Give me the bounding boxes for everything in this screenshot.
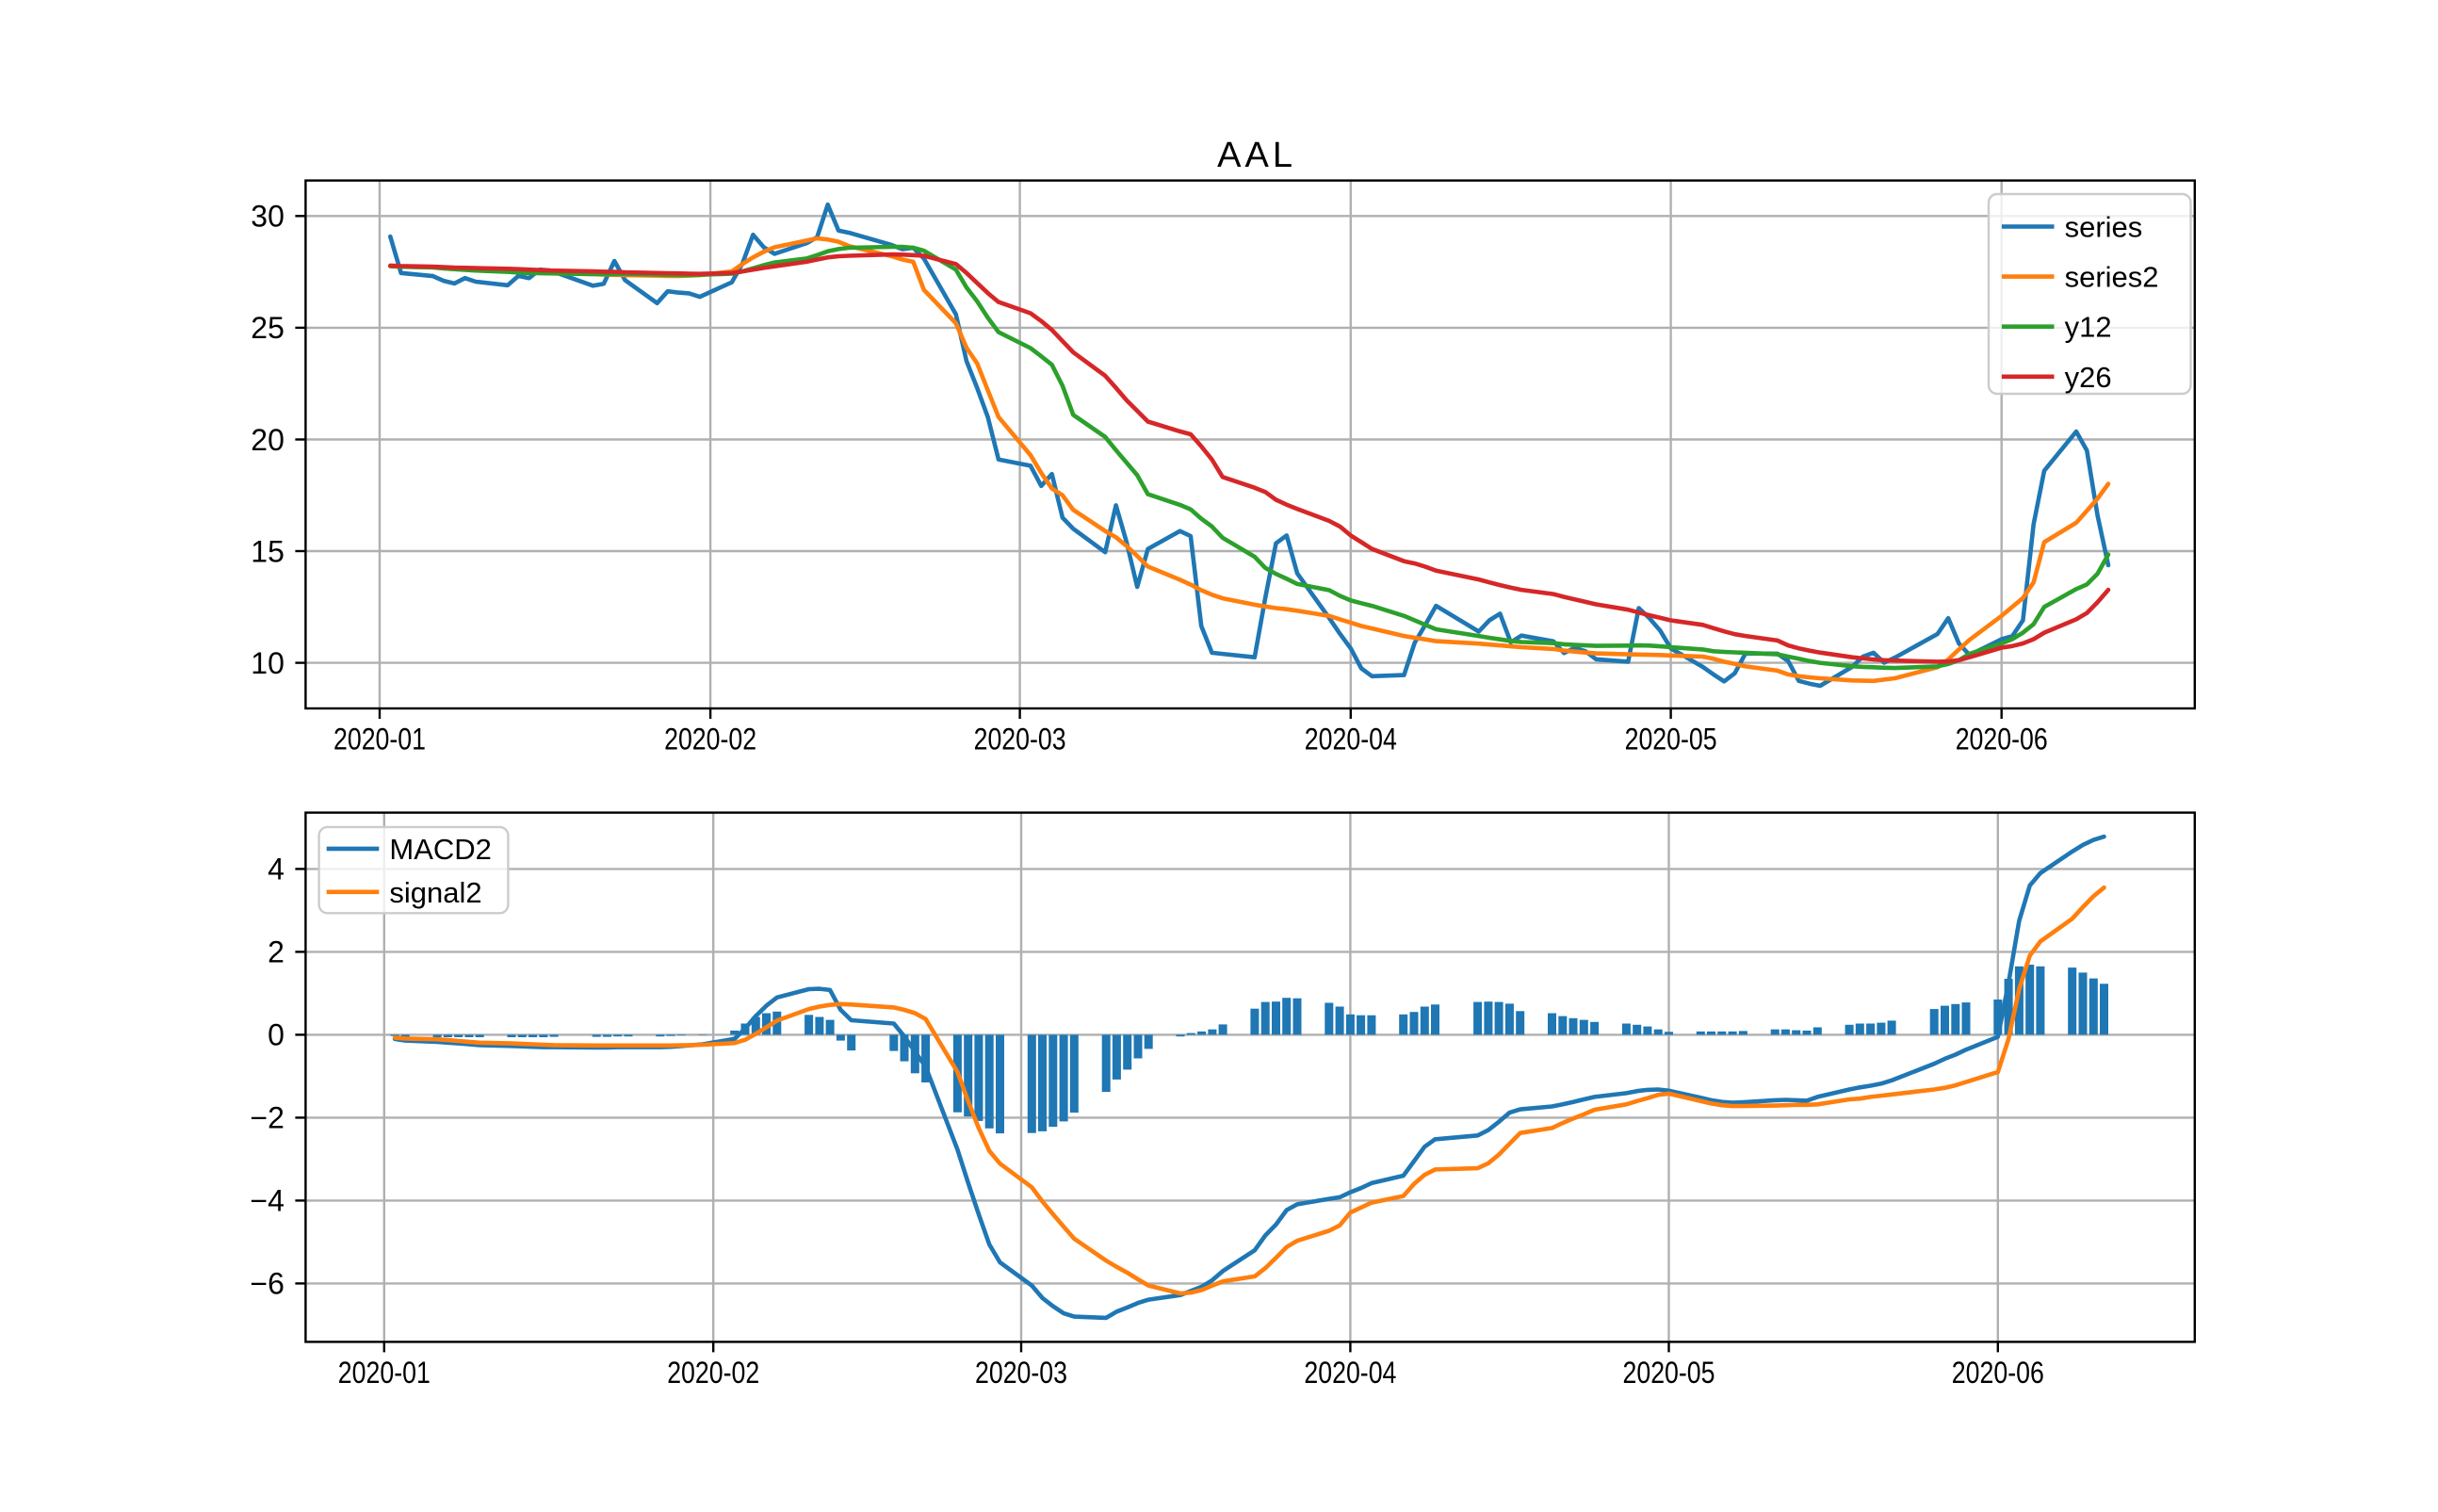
svg-text:−2: −2 [250, 1101, 284, 1135]
svg-text:2020-01: 2020-01 [338, 1356, 431, 1390]
svg-text:y26: y26 [2065, 361, 2112, 394]
svg-text:2020-03: 2020-03 [975, 1356, 1067, 1390]
svg-text:−6: −6 [250, 1267, 284, 1301]
svg-text:series: series [2065, 211, 2143, 244]
svg-text:2020-06: 2020-06 [1952, 1356, 2044, 1390]
svg-text:2020-04: 2020-04 [1305, 723, 1397, 756]
svg-text:2020-02: 2020-02 [664, 723, 756, 756]
svg-text:2020-04: 2020-04 [1304, 1356, 1396, 1390]
svg-text:y12: y12 [2065, 311, 2112, 344]
svg-text:2020-03: 2020-03 [974, 723, 1066, 756]
svg-text:AAL: AAL [1217, 136, 1296, 175]
svg-text:2020-05: 2020-05 [1623, 1356, 1715, 1390]
svg-text:2020-01: 2020-01 [333, 723, 426, 756]
svg-text:4: 4 [268, 853, 284, 886]
svg-text:30: 30 [251, 200, 284, 234]
svg-text:−4: −4 [250, 1184, 284, 1218]
svg-text:15: 15 [251, 534, 284, 568]
svg-text:25: 25 [251, 311, 284, 345]
svg-text:2: 2 [268, 935, 284, 969]
svg-text:10: 10 [251, 646, 284, 680]
svg-text:0: 0 [268, 1018, 284, 1052]
svg-text:signal2: signal2 [389, 876, 481, 909]
svg-text:2020-02: 2020-02 [667, 1356, 759, 1390]
svg-text:series2: series2 [2065, 261, 2159, 294]
svg-text:20: 20 [251, 423, 284, 457]
svg-text:MACD2: MACD2 [389, 833, 492, 866]
svg-text:2020-06: 2020-06 [1956, 723, 2048, 756]
svg-text:2020-05: 2020-05 [1625, 723, 1717, 756]
